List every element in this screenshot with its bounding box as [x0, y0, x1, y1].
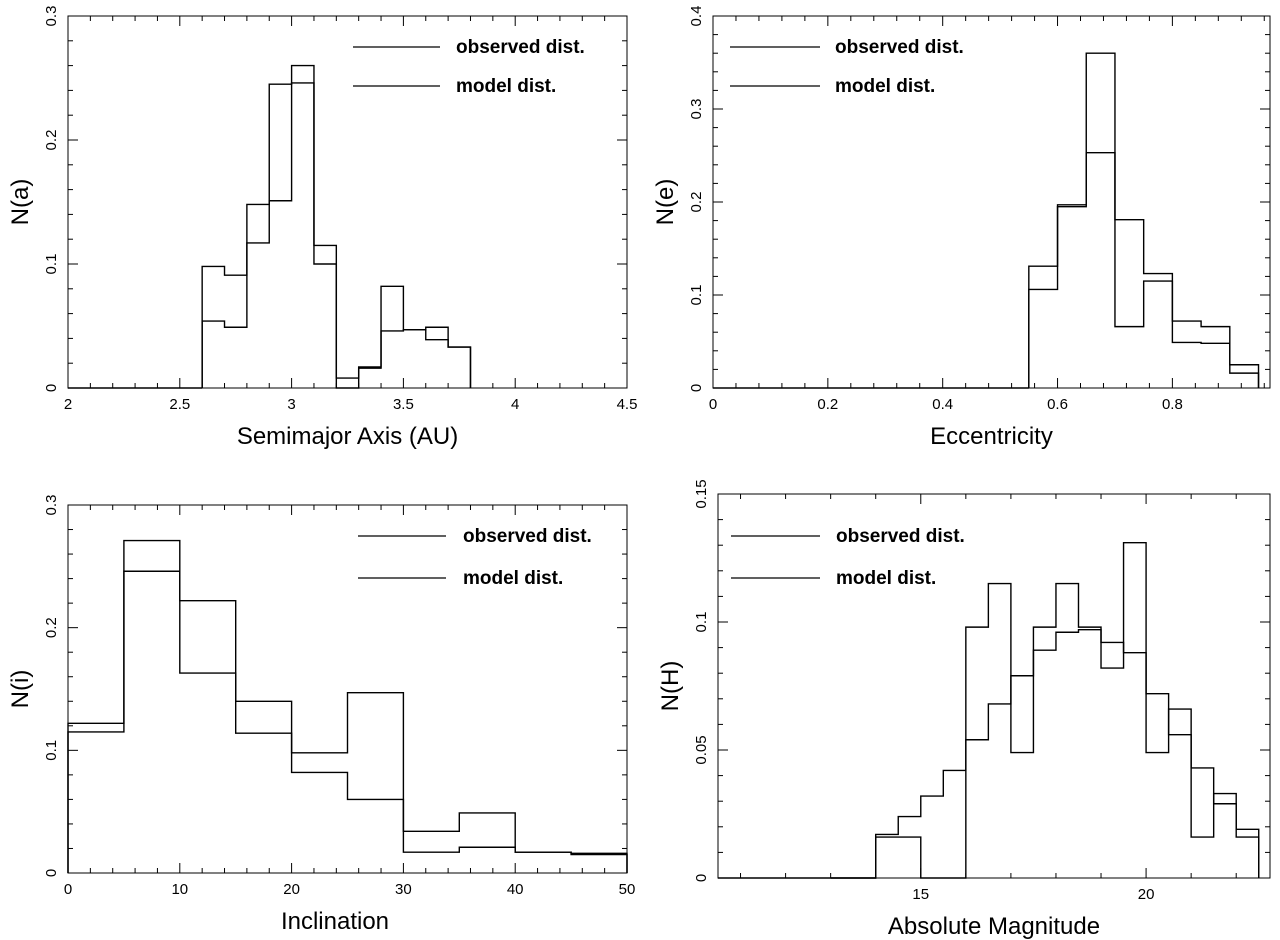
y-tick-label: 0.05 [693, 735, 710, 764]
y-tick-label: 0 [688, 384, 705, 392]
histogram-model-series [67, 570, 628, 873]
x-tick-label: 15 [912, 886, 929, 903]
histogram-model-series [830, 628, 1260, 879]
legend-label: model dist. [835, 76, 935, 97]
y-tick-label: 0.1 [43, 740, 60, 761]
x-tick-label: 4 [511, 396, 519, 413]
x-tick-label: 0.2 [817, 396, 838, 413]
histogram-observed-series [830, 541, 1260, 879]
legend-label: model dist. [456, 76, 556, 97]
x-tick-label: 30 [395, 881, 412, 898]
y-tick-label: 0.15 [693, 479, 710, 508]
y-axis-title: N(i) [7, 670, 34, 709]
x-tick-label: 20 [1138, 886, 1155, 903]
y-tick-label: 0.2 [43, 617, 60, 638]
y-axis-title: N(e) [652, 179, 679, 226]
y-tick-label: 0 [43, 869, 60, 877]
histogram-model-series [201, 82, 472, 389]
x-tick-label: 0 [64, 881, 72, 898]
legend-label: observed dist. [463, 526, 592, 547]
histogram-model-series [1028, 152, 1260, 388]
x-tick-label: 3 [287, 396, 295, 413]
x-axis-title: Absolute Magnitude [888, 913, 1100, 940]
y-tick-label: 0.1 [693, 612, 710, 633]
x-axis-title: Semimajor Axis (AU) [237, 423, 458, 450]
x-tick-label: 20 [283, 881, 300, 898]
legend-label: model dist. [836, 568, 936, 589]
x-tick-label: 0.4 [932, 396, 953, 413]
plot-frame-2 [67, 504, 628, 874]
y-tick-label: 0.4 [688, 6, 705, 27]
y-tick-label: 0.1 [43, 254, 60, 275]
y-tick-label: 0.3 [688, 99, 705, 120]
y-tick-label: 0 [43, 384, 60, 392]
x-tick-label: 2 [64, 396, 72, 413]
x-tick-label: 0.8 [1162, 396, 1183, 413]
y-tick-label: 0.3 [43, 6, 60, 27]
x-tick-label: 2.5 [169, 396, 190, 413]
x-tick-label: 0.6 [1047, 396, 1068, 413]
x-tick-label: 10 [171, 881, 188, 898]
legend-label: observed dist. [836, 526, 965, 547]
x-tick-label: 4.5 [617, 396, 638, 413]
y-tick-label: 0 [693, 874, 710, 882]
y-tick-label: 0.3 [43, 495, 60, 516]
y-axis-title: N(a) [7, 179, 34, 226]
x-axis-title: Inclination [281, 908, 389, 935]
legend-label: model dist. [463, 568, 563, 589]
y-axis-title: N(H) [657, 661, 684, 712]
legend-label: observed dist. [456, 37, 585, 58]
plot-frame-0 [67, 15, 628, 389]
y-tick-label: 0.2 [688, 192, 705, 213]
y-tick-label: 0.1 [688, 285, 705, 306]
x-tick-label: 40 [507, 881, 524, 898]
plot-frame-1 [712, 15, 1271, 389]
histogram-observed-series [67, 539, 628, 873]
legend-label: observed dist. [835, 37, 964, 58]
x-tick-label: 0 [709, 396, 717, 413]
x-tick-label: 3.5 [393, 396, 414, 413]
x-axis-title: Eccentricity [930, 423, 1053, 450]
plot-frame-3 [717, 493, 1271, 879]
x-tick-label: 50 [619, 881, 636, 898]
y-tick-label: 0.2 [43, 130, 60, 151]
histogram-observed-series [1028, 52, 1260, 388]
